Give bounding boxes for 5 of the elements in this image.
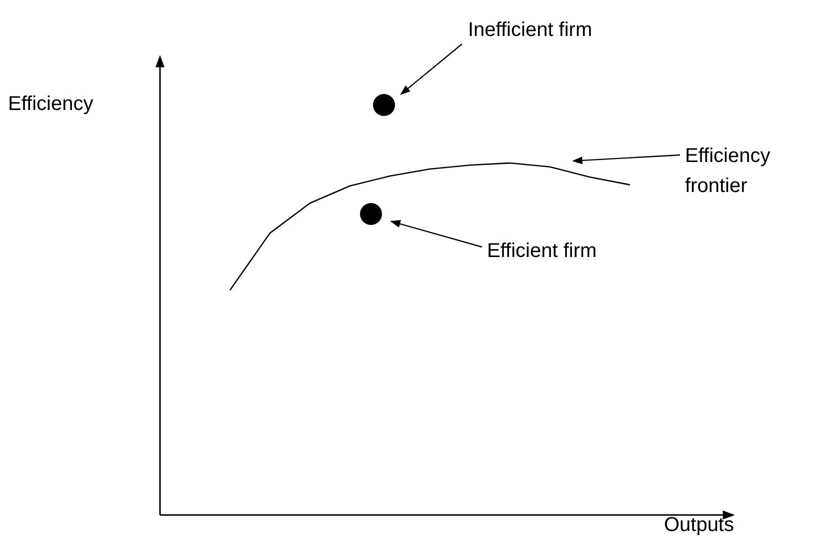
text: Inefficient firm xyxy=(468,19,592,41)
text: Efficiency xyxy=(8,93,94,115)
x-axis-title: Outputs xyxy=(664,514,734,536)
text: Efficiency frontier xyxy=(685,145,770,197)
annotation: Efficient firm xyxy=(487,240,597,262)
